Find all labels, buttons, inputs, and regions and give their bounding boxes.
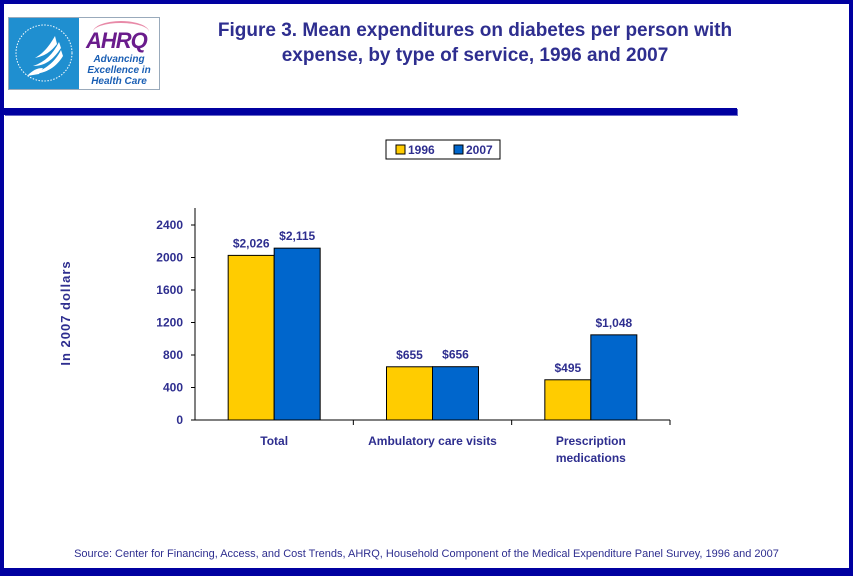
- x-tick-label: Ambulatory care visits: [368, 434, 497, 448]
- bar-1996-0: [227, 254, 275, 421]
- data-label-1996-0: $2,026: [233, 236, 270, 250]
- bar-1996-1: [386, 366, 433, 421]
- y-axis-title: In 2007 dollars: [58, 260, 73, 365]
- page-title: Figure 3. Mean expenditures on diabetes …: [190, 18, 760, 68]
- y-tick-label: 1600: [156, 283, 183, 297]
- data-label-2007-0: $2,115: [279, 229, 315, 243]
- legend-swatch-1996: [395, 144, 406, 155]
- legend-label-1996: 1996: [408, 143, 435, 157]
- bar-2007-1: [432, 366, 479, 421]
- x-tick-label: Total: [260, 434, 288, 448]
- ahrq-brand: AHRQ Advancing Excellence in Health Care: [79, 18, 159, 89]
- data-labels: $2,026 $2,115 $655 $656 $495 $1,048: [233, 229, 633, 375]
- bars: [227, 247, 638, 421]
- y-tick-label: 400: [163, 381, 183, 395]
- bar-1996-2: [544, 379, 592, 421]
- data-label-1996-1: $655: [396, 348, 423, 362]
- hhs-eagle-icon: [9, 18, 79, 89]
- data-label-2007-2: $1,048: [595, 316, 632, 330]
- tagline-line-3: Health Care: [91, 76, 147, 87]
- legend-box: [385, 139, 501, 160]
- x-tick-label: medications: [556, 451, 626, 465]
- x-tick-label: Prescription: [556, 434, 626, 448]
- figure-frame: [4, 4, 849, 568]
- ahrq-wordmark: AHRQ: [86, 28, 148, 53]
- ahrq-logo: AHRQ Advancing Excellence in Health Care: [8, 17, 160, 90]
- x-tick-labels: Total Ambulatory care visits Prescription m…: [260, 434, 626, 465]
- tagline-line-1: Advancing: [93, 54, 145, 65]
- data-label-2007-1: $656: [442, 348, 469, 362]
- title-line-2: expense, by type of service, 1996 and 20…: [281, 45, 669, 66]
- bar-2007-2: [590, 334, 638, 421]
- y-tick-label: 2000: [156, 251, 183, 265]
- y-tick-label: 0: [176, 413, 183, 427]
- arc-decoration: [93, 21, 149, 43]
- title-divider: [4, 108, 737, 115]
- ahrq-tagline: Advancing Excellence in Health Care: [79, 54, 159, 87]
- legend-swatch-2007: [453, 144, 464, 155]
- title-line-1: Figure 3. Mean expenditures on diabetes …: [217, 20, 733, 41]
- y-tick-label: 1200: [156, 316, 183, 330]
- data-label-1996-2: $495: [554, 361, 581, 375]
- legend: 1996 2007: [385, 139, 501, 160]
- y-tick-label: 800: [163, 348, 183, 362]
- y-tick-label: 2400: [156, 218, 183, 232]
- legend-label-2007: 2007: [466, 143, 493, 157]
- source-note: Source: Center for Financing, Access, an…: [74, 548, 779, 560]
- bar-2007-0: [273, 247, 321, 421]
- tagline-line-2: Excellence in: [87, 65, 151, 76]
